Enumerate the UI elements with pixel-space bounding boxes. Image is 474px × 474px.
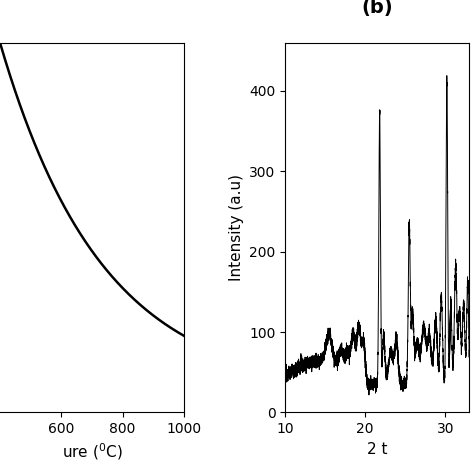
Y-axis label: Intensity (a.u): Intensity (a.u): [228, 174, 244, 281]
X-axis label: ure ($\mathregular{^0}$C): ure ($\mathregular{^0}$C): [62, 442, 122, 462]
Text: (b): (b): [362, 0, 393, 17]
X-axis label: 2 t: 2 t: [367, 442, 388, 456]
